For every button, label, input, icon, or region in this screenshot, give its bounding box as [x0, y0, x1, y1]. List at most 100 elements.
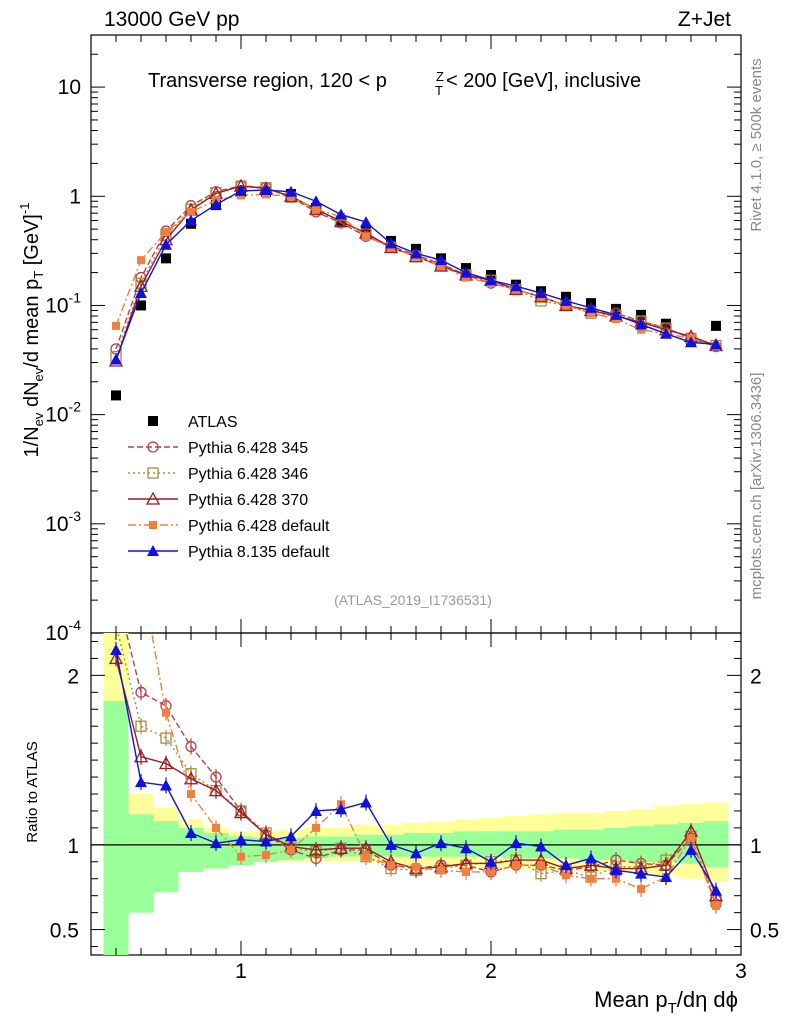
ratio-point: [512, 861, 520, 870]
ratio-point: [685, 843, 697, 855]
data-point: [310, 195, 322, 207]
ratio-point: [612, 874, 620, 883]
ratio-point: [210, 771, 222, 783]
plot-title: Transverse region, 120 < p Z T < 200 [Ge…: [148, 69, 641, 98]
data-point: [360, 216, 372, 228]
ratio-point: [410, 847, 422, 859]
legend-label: ATLAS: [188, 414, 238, 431]
series-pythia-6-428-346: [110, 180, 722, 363]
svg-text:Transverse region, 120 < p: Transverse region, 120 < p: [148, 70, 387, 92]
main-y-label: 1/Nev dNev/d mean pT [GeV]-1: [17, 203, 46, 458]
ratio-point: [262, 851, 270, 860]
ratio-point: [585, 852, 597, 864]
legend-item: Pythia 8.135 default: [128, 544, 330, 561]
green-band-segment: [153, 821, 179, 893]
ratio-point: [360, 796, 372, 808]
legend-label: Pythia 8.135 default: [188, 544, 330, 561]
data-point: [210, 198, 222, 210]
plot-title-main: Transverse region, 120 < p: [148, 70, 387, 92]
data-point: [162, 228, 170, 237]
ratio-point: [187, 790, 195, 798]
ratio-point: [260, 835, 272, 847]
data-point: [362, 232, 370, 241]
data-point: [485, 274, 497, 286]
data-point: [660, 327, 672, 339]
main-y-tick-label: 10-1: [45, 289, 81, 317]
legend-marker: [147, 545, 159, 556]
ratio-point: [112, 282, 120, 290]
main-y-tick-label: 10: [58, 76, 81, 99]
ratio-point: [110, 643, 122, 655]
ratio-point: [183, 771, 199, 785]
rivet-side-label: Rivet 4.1.0, ≥ 500k events: [748, 58, 765, 231]
data-point: [187, 207, 195, 216]
legend-marker: [148, 416, 158, 426]
ratio-point: [233, 805, 249, 819]
data-point: [636, 309, 646, 320]
data-point: [610, 308, 622, 320]
ratio-point: [635, 867, 647, 879]
data-point: [435, 254, 447, 266]
ratio-point: [185, 826, 197, 838]
ratio-point: [135, 686, 147, 698]
data-point: [111, 390, 121, 401]
data-point: [112, 321, 120, 330]
series-pythia-6-428-370: [108, 178, 724, 367]
series-atlas: [111, 186, 721, 401]
process-label: Z+Jet: [678, 8, 731, 31]
x-tick-label: 3: [735, 960, 747, 983]
data-point: [312, 205, 320, 214]
main-panel: 10-4 10-3 10-2 10-1 1 10: [45, 34, 742, 645]
data-point: [587, 309, 595, 318]
data-point: [185, 214, 197, 226]
ratio-point: [335, 803, 347, 815]
series-line: [115, 189, 717, 360]
ratio-point: [208, 783, 224, 797]
ratio-point: [385, 838, 397, 850]
ratio-point: [660, 871, 672, 883]
data-point: [685, 336, 697, 348]
ratio-point: [287, 845, 295, 854]
legend: ATLAS Pythia 6.428 345 Pythia 6.428 346 Pyt…: [128, 414, 330, 561]
data-point: [710, 338, 722, 350]
ratio-point: [158, 756, 174, 770]
legend-label: Pythia 6.428 default: [188, 518, 330, 535]
ratio-point: [212, 823, 220, 832]
ratio-point: [437, 866, 445, 875]
mcplots-side-label: mcplots.cern.ch [arXiv:1306.3436]: [748, 373, 765, 600]
legend-marker: [145, 491, 161, 505]
ratio-point: [135, 776, 147, 788]
ratio-point: [235, 833, 247, 845]
ratio-y-tick-label: 1: [67, 835, 79, 858]
data-point: [637, 325, 645, 334]
ratio-point: [160, 732, 172, 744]
ratio-point: [333, 840, 349, 854]
legend-marker: [147, 467, 159, 479]
ratio-point: [111, 586, 121, 596]
svg-text:Mean pT/dη dϕ: Mean pT/dη dϕ: [594, 987, 738, 1017]
green-band-segment: [703, 821, 729, 867]
ratio-point: [610, 864, 622, 876]
green-band-segment: [103, 700, 129, 955]
ratio-point: [562, 871, 570, 880]
ratio-y-tick-label: 2: [67, 665, 79, 688]
ratio-series-pythia-8-135-default: [110, 641, 722, 899]
main-y-tick-label: 10-4: [45, 617, 81, 645]
svg-text:1/Nev dNev/d mean pT [GeV]-1: 1/Nev dNev/d mean pT [GeV]-1: [17, 203, 46, 458]
ratio-point: [460, 842, 472, 854]
plot-title-tail: < 200 [GeV], inclusive: [446, 70, 641, 92]
ratio-point: [687, 834, 695, 843]
ratio-point: [710, 884, 722, 896]
data-point: [437, 261, 445, 270]
legend-item: Pythia 6.428 346: [128, 466, 308, 483]
ratio-point: [587, 874, 595, 883]
data-point: [285, 185, 297, 197]
legend-label: Pythia 6.428 370: [188, 492, 308, 509]
legend-item: ATLAS: [148, 414, 238, 431]
main-y-tick-label: 10-2: [45, 399, 81, 427]
ratio-point: [135, 720, 147, 732]
data-point: [410, 247, 422, 259]
analysis-id: (ATLAS_2019_I1736531): [334, 592, 492, 608]
ratio-point: [712, 901, 720, 910]
legend-marker: [147, 441, 159, 453]
